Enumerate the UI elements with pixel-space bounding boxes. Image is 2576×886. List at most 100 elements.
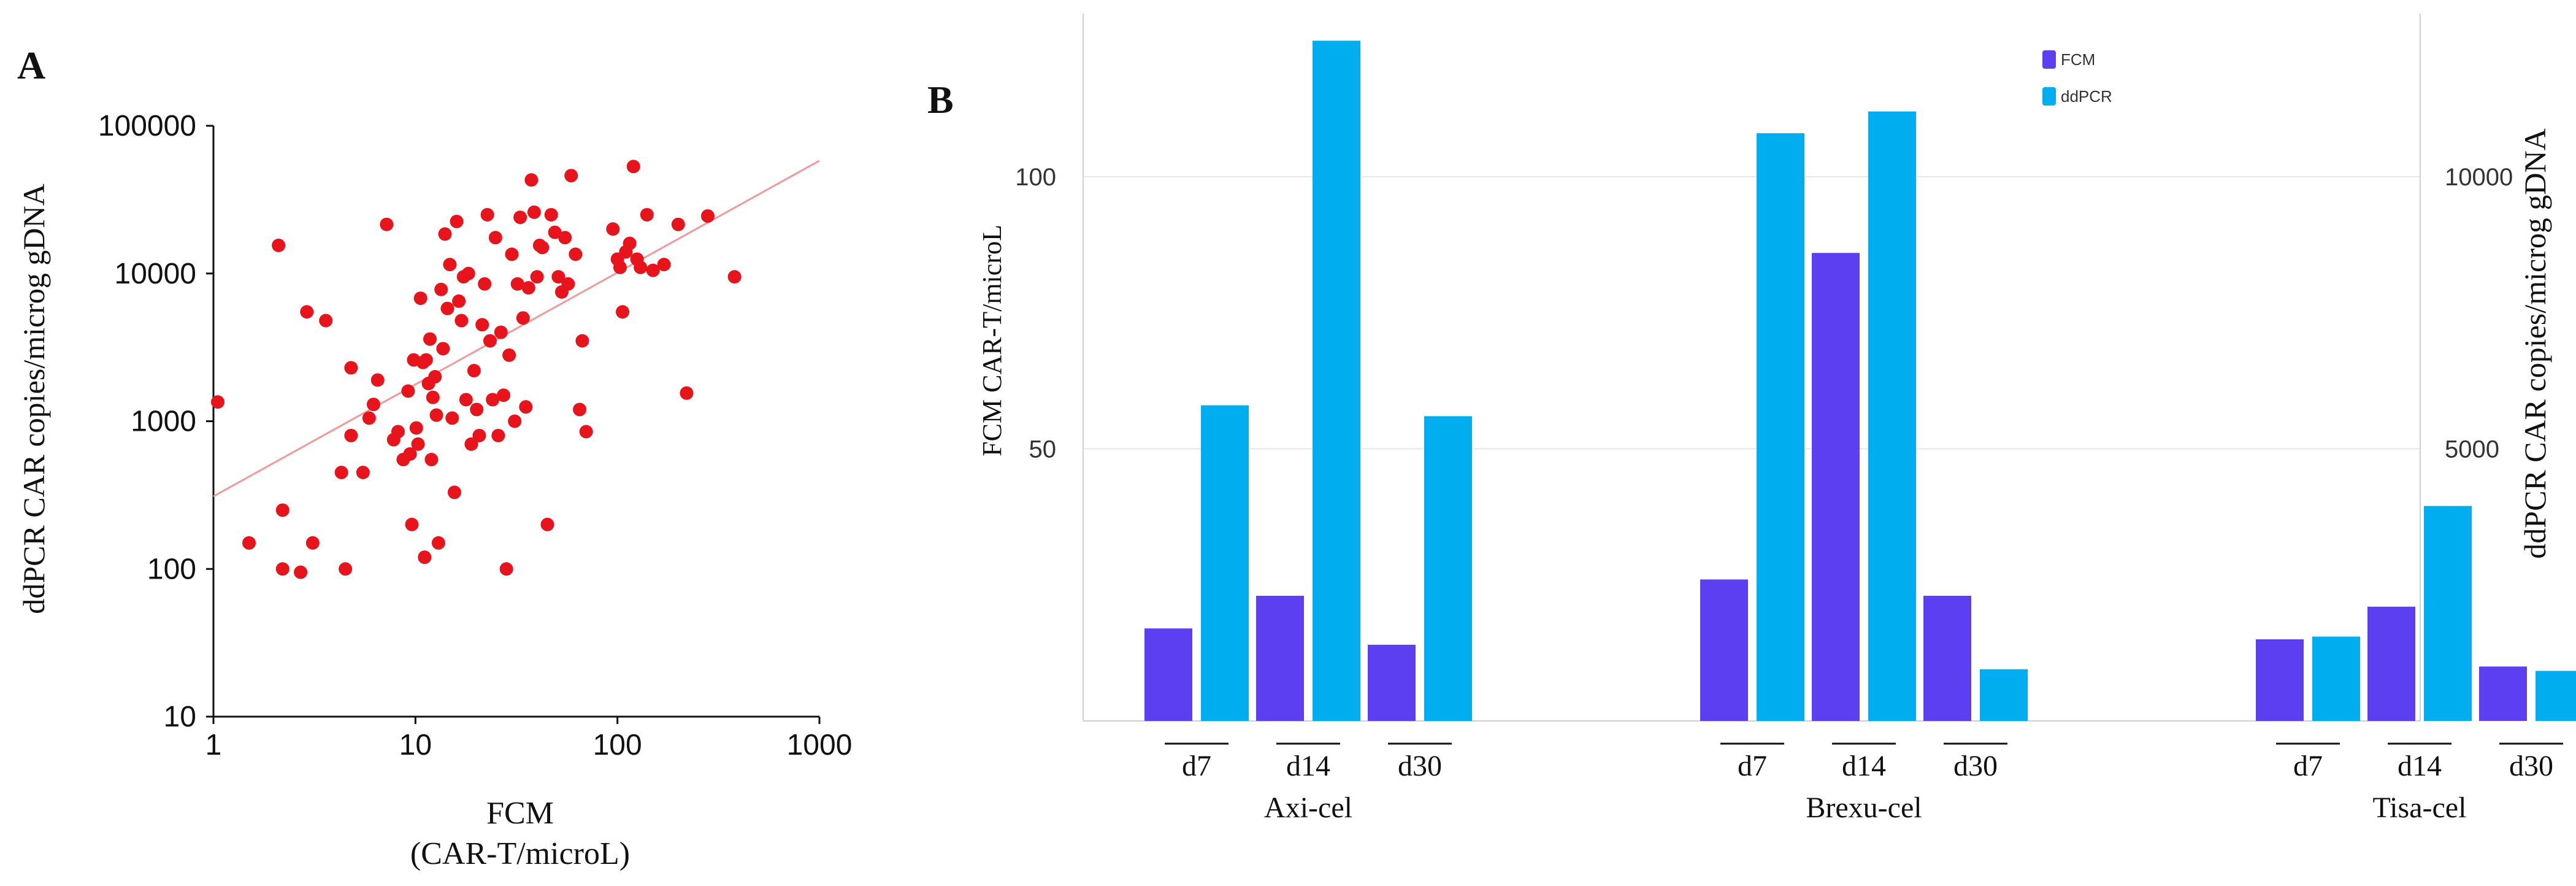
scatter-point: [344, 361, 358, 375]
bar-tick-labels: 50 100 5000 10000: [1015, 164, 2513, 463]
scatter-point: [419, 353, 433, 367]
scatter-point: [294, 565, 308, 579]
scatter-point: [575, 334, 589, 348]
timepoint-label: d30: [1953, 750, 1998, 782]
scatter-point: [606, 222, 620, 236]
scatter-point: [447, 485, 461, 499]
scatter-point: [450, 214, 464, 228]
scatter-point: [530, 270, 544, 284]
scatter-point: [551, 270, 565, 284]
scatter-point: [344, 428, 358, 442]
legend: FCM ddPCR: [2042, 50, 2112, 106]
timepoint-label: d7: [1738, 750, 1767, 782]
bar-fcm-brexu-cel-d30: [1923, 596, 1971, 721]
scatter-point: [499, 562, 513, 576]
bar-ddpcr-tisa-cel-d14: [2424, 506, 2472, 721]
bar-fcm-tisa-cel-d7: [2256, 639, 2304, 721]
scatter-point: [424, 453, 439, 467]
scatter-point: [405, 517, 419, 531]
scatter-point: [426, 390, 440, 404]
scatter-point: [418, 550, 432, 564]
bar-fcm-axi-cel-d7: [1144, 628, 1192, 721]
scatter-point: [558, 231, 572, 245]
timepoint-label: d14: [2398, 750, 2442, 782]
bar-fcm-tisa-cel-d14: [2367, 606, 2415, 721]
scatter-point: [646, 263, 660, 277]
legend-swatch-fcm: [2042, 50, 2056, 69]
scatter-point: [502, 348, 516, 362]
scatter-point: [616, 305, 630, 319]
timepoint-label: d30: [2509, 750, 2553, 782]
scatter-point: [634, 260, 648, 274]
x-tick-label: 1000: [787, 729, 853, 761]
category-labels: d7 d14 d30 Axi-cel d7 d14 d30 Brexu-cel d7 d14 d30…: [1165, 742, 2563, 824]
scatter-point: [613, 260, 627, 274]
scatter-tick-labels: 1 10 100 1000 10 100 1000 10000 100000: [98, 110, 853, 761]
scatter-point: [472, 428, 486, 442]
scatter-point: [579, 425, 593, 439]
scatter-point: [275, 503, 289, 517]
scatter-point: [242, 536, 256, 550]
scatter-point: [521, 281, 535, 295]
scatter-point: [483, 334, 497, 348]
scatter-point: [438, 227, 452, 241]
scatter-point: [491, 428, 505, 442]
scatter-point: [334, 465, 348, 479]
bar-ddpcr-axi-cel-d30: [1424, 416, 1472, 721]
timepoint-label: d7: [2293, 750, 2323, 782]
scatter-point: [362, 411, 376, 425]
scatter-point: [519, 400, 533, 414]
scatter-point: [370, 373, 385, 387]
scatter-point: [494, 325, 508, 339]
timepoint-label: d14: [1286, 750, 1330, 782]
scatter-point: [429, 408, 443, 422]
bar-panel: 50 100 5000 10000 d7 d14 d30 Axi-cel d7 d14 d30 Br…: [977, 13, 2576, 824]
scatter-point: [496, 388, 510, 403]
group-label: Tisa-cel: [2373, 792, 2467, 824]
scatter-point: [445, 411, 459, 425]
scatter-point: [300, 305, 314, 319]
bar-ddpcr-tisa-cel-d7: [2312, 636, 2360, 721]
x-axis-label: FCM: [486, 796, 554, 831]
scatter-point: [391, 425, 405, 439]
scatter-point: [680, 386, 694, 400]
y-tick-label: 10: [164, 701, 196, 733]
left-y-axis-label: FCM CAR-T/microL: [977, 225, 1007, 456]
trend-line: [213, 160, 820, 498]
bar-fcm-brexu-cel-d14: [1812, 253, 1860, 721]
scatter-point: [640, 207, 654, 222]
scatter-point: [413, 291, 427, 306]
scatter-point: [423, 332, 437, 346]
scatter-point: [319, 314, 333, 328]
scatter-point: [569, 247, 583, 261]
scatter-point: [505, 247, 519, 261]
y-tick-label: 10000: [115, 258, 196, 290]
timepoint-label: d7: [1182, 750, 1211, 782]
scatter-point: [671, 217, 685, 231]
scatter-point: [623, 236, 637, 250]
scatter-point: [464, 437, 478, 451]
scatter-point: [403, 447, 417, 461]
bar-fcm-axi-cel-d30: [1368, 644, 1416, 721]
scatter-point: [380, 217, 394, 231]
scatter-point: [540, 517, 554, 531]
scatter-point: [524, 173, 539, 187]
bar-axes: [1083, 13, 2421, 722]
y-tick-label: 100000: [98, 110, 196, 142]
scatter-point: [428, 370, 442, 384]
timepoint-label: d14: [1842, 750, 1886, 782]
scatter-point: [356, 465, 370, 479]
scatter-point: [516, 311, 530, 325]
scatter-point: [366, 398, 380, 412]
y-axis-label: ddPCR CAR copies/microg gDNA: [17, 183, 51, 614]
bar-ddpcr-brexu-cel-d7: [1757, 133, 1804, 722]
scatter-point: [626, 160, 640, 174]
scatter-axes: [206, 125, 821, 724]
bar-ddpcr-tisa-cel-d30: [2536, 671, 2576, 721]
scatter-point: [305, 536, 320, 550]
bar-ddpcr-brexu-cel-d30: [1980, 669, 2028, 721]
scatter-point: [401, 384, 415, 398]
scatter-panel: 1 10 100 1000 10 100 1000 10000 100000 FCM (CAR-…: [17, 110, 852, 871]
scatter-point: [561, 277, 575, 291]
scatter-point: [544, 207, 558, 222]
